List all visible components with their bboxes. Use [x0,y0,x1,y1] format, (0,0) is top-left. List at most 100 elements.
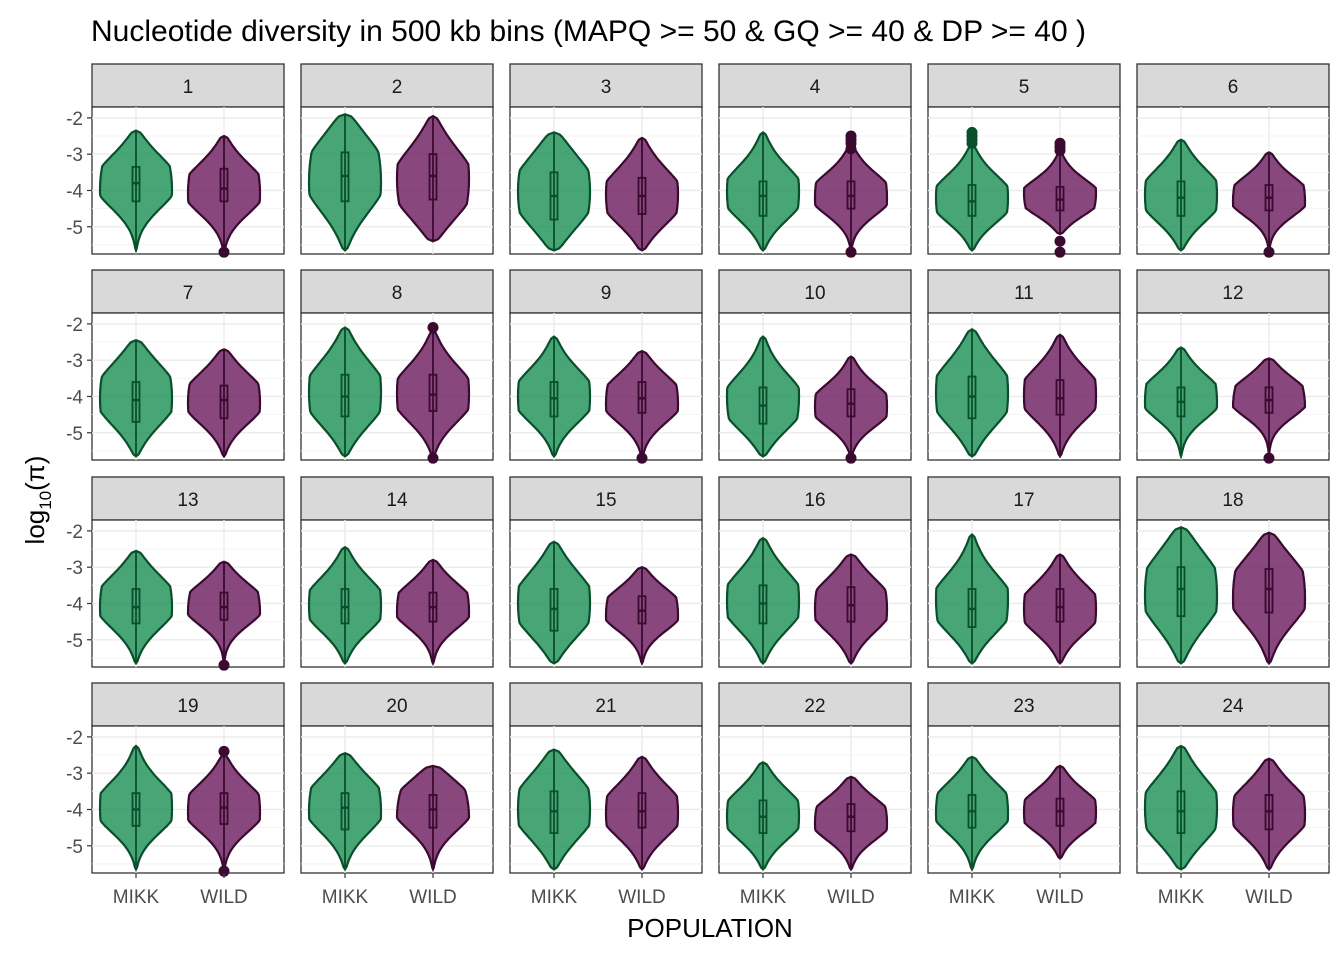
facet-strip-label: 4 [810,77,821,98]
y-tick-label: -3 [66,764,83,785]
violin-wild [186,134,262,258]
violin-mikk [307,752,383,872]
y-tick-label: -5 [66,837,83,858]
facet-strip-label: 9 [601,283,612,304]
violin-mikk [98,744,174,872]
facet-strip [718,682,912,727]
violin-mikk [98,129,174,254]
x-tick-label: WILD [200,887,248,908]
outlier-point [845,143,857,155]
facet-strip [509,63,703,108]
outlier-point [1054,145,1066,157]
outlier-point [1054,235,1066,247]
outlier-point [966,137,978,149]
violin-mikk [725,131,801,252]
outlier-point [218,246,230,258]
violin-mikk [1143,744,1219,871]
outlier-point [218,745,230,757]
y-tick-label: -4 [66,387,83,408]
facet-panel-9: 9 [509,269,703,464]
violin-wild [813,130,889,258]
violin-wild [186,560,262,671]
y-tick-label: -3 [66,351,83,372]
violin-wild [1231,151,1307,258]
facet-panel-21: 21 MIKK WILD [509,682,703,908]
facet-panel-10: 10 [718,269,912,464]
y-axis-title: log10(π) [20,456,55,545]
y-tick-label: -4 [66,181,83,202]
violin-wild [604,755,680,871]
outlier-point [218,865,230,877]
y-tick-label: -2 [66,315,83,336]
facet-strip-label: 6 [1228,77,1239,98]
facet-strip [927,682,1121,727]
outlier-point [845,246,857,258]
violin-mikk [725,761,801,871]
x-tick-label: MIKK [949,887,996,908]
facet-strip-label: 24 [1222,696,1244,717]
box [131,381,141,423]
facet-strip-label: 1 [183,77,194,98]
violin-wild [395,114,471,243]
facet-strip-label: 2 [392,77,403,98]
violin-wild [604,349,680,464]
violin-wild [1022,333,1098,459]
facet-strip [509,269,703,314]
facet-strip [91,682,285,727]
facet-strip-label: 16 [804,490,825,511]
facet-strip-label: 8 [392,283,403,304]
facet-panel-4: 4 [718,63,912,258]
y-tick-label: -4 [66,594,83,615]
facet-panel-17: 17 [927,476,1121,668]
outlier-point [1263,246,1275,258]
facet-panel-8: 8 [300,269,494,464]
facet-strip-label: 3 [601,77,612,98]
violin-wild [395,322,471,464]
facet-strip-label: 18 [1222,490,1243,511]
x-tick-label: MIKK [531,887,578,908]
facet-strip [91,476,285,521]
facet-strip-label: 11 [1014,283,1034,304]
facet-panel-18: 18 [1136,476,1330,668]
violin-mikk [516,748,592,871]
violin-wild [1022,137,1098,258]
facet-strip-label: 19 [177,696,198,717]
y-tick-label: -5 [66,631,83,652]
facet-panels: 1-2-3-4-52 3 4 5 67-2-3-4-58 9 10 11 1213-2-3-4-… [66,63,1330,908]
facet-strip-label: 10 [804,283,825,304]
x-tick-label: MIKK [113,887,160,908]
y-tick-label: -2 [66,522,83,543]
facet-strip [927,269,1121,314]
violin-mikk [98,339,174,458]
outlier-point [1054,246,1066,258]
facet-strip [1136,63,1330,108]
violin-wild [1231,357,1307,464]
violin-wild [813,553,889,665]
facet-strip-label: 21 [595,696,616,717]
x-tick-label: WILD [827,887,875,908]
box [219,384,229,420]
y-axis-title-base: log [20,510,50,545]
violin-mikk [307,326,383,458]
facet-strip-label: 23 [1013,696,1034,717]
outlier-point [636,452,648,464]
violin-wild [186,745,262,877]
violin-wild [604,136,680,252]
violin-wild [186,348,262,459]
facet-panel-7: 7 -2 -3 -4 -5 [66,269,285,461]
y-tick-label: -5 [66,424,83,445]
facet-panel-6: 6 [1136,63,1330,258]
violin-wild [813,355,889,464]
facet-strip [509,682,703,727]
facet-strip-label: 15 [595,490,616,511]
facet-panel-3: 3 [509,63,703,255]
chart-title: Nucleotide diversity in 500 kb bins (MAP… [91,15,1086,48]
y-tick-label: -3 [66,145,83,166]
facet-panel-23: 23 MIKK WILD [927,682,1121,908]
violin-wild [604,566,680,666]
violin-mikk [307,113,383,252]
facet-strip-label: 5 [1019,77,1030,98]
outlier-point [218,659,230,671]
violin-wild [395,764,471,873]
